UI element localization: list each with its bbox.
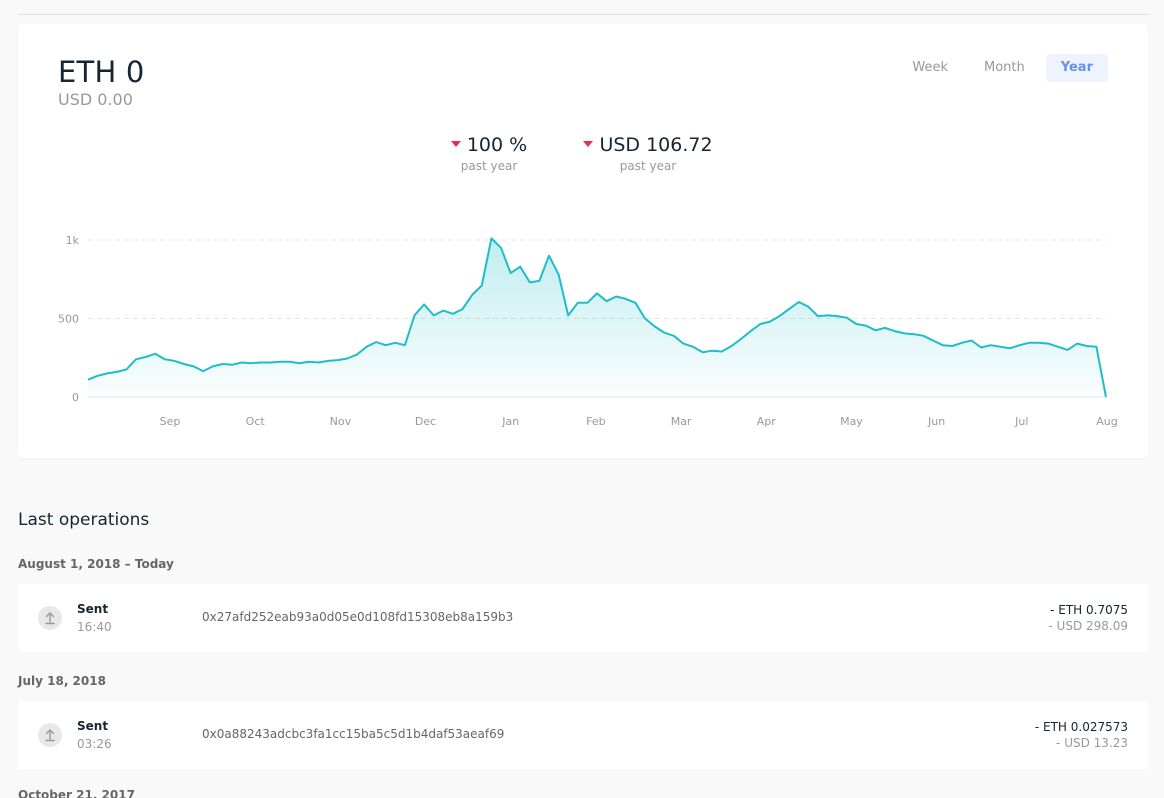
date-group-header: August 1, 2018 – Today [18,557,174,571]
chart-line [87,237,1107,398]
y-tick-label: 1k [66,234,80,247]
operation-row[interactable]: Sent 16:40 0x27afd252eab93a0d05e0d108fd1… [18,584,1148,652]
date-group-header: October 21, 2017 [18,788,135,798]
date-group-header: July 18, 2018 [18,674,106,688]
y-tick-label: 500 [58,313,79,326]
stat-percent: 100 % past year [439,132,539,174]
x-tick-label: Oct [246,415,266,428]
x-tick-label: Feb [586,415,605,428]
last-operations-title: Last operations [18,510,150,530]
balance-countervalue: USD 0.00 [58,90,133,109]
arrow-up-icon [38,606,62,630]
balance-amount: ETH 0 [58,55,145,89]
operation-hash: 0x27afd252eab93a0d05e0d108fd15308eb8a159… [202,610,514,624]
x-tick-label: Jul [1014,415,1028,428]
balance-summary: ETH 0 USD 0.00 [58,54,145,110]
operation-type: Sent [77,719,109,733]
stat-countervalue: USD 106.72 past year [573,132,723,174]
x-tick-label: Aug [1096,415,1117,428]
y-tick-label: 0 [72,391,79,404]
period-switch: Week Month Year [897,54,1108,82]
operation-amount: - ETH 0.7075 [1050,603,1128,617]
balance-chart[interactable]: 0 500 1k Sep Oct Nov Dec Jan Feb Mar Apr May Jun Jul… [18,24,1148,458]
x-tick-label: Sep [160,415,181,428]
stat-countervalue-value: USD 106.72 [599,134,713,156]
period-year-button[interactable]: Year [1045,54,1108,82]
caret-down-icon [450,140,461,147]
caret-down-icon [583,140,594,147]
operation-hash: 0x0a88243adcbc3fa1cc15ba5c5d1b4daf53aeaf… [202,727,505,741]
period-week-button[interactable]: Week [912,60,949,75]
x-tick-label: Nov [330,415,352,428]
x-tick-label: Mar [671,415,692,428]
balance-card: ETH 0 USD 0.00 Week Month Year 100 % pas… [18,24,1148,458]
top-divider [18,14,1148,15]
x-tick-label: Jun [927,415,945,428]
chart-area [88,238,1106,397]
stat-percent-label: past year [460,159,518,173]
x-tick-label: Dec [415,415,436,428]
x-tick-label: Jan [501,415,519,428]
operation-countervalue: - USD 298.09 [1048,619,1128,633]
period-month-button[interactable]: Month [984,60,1025,75]
operation-row[interactable]: Sent 03:26 0x0a88243adcbc3fa1cc15ba5c5d1… [18,701,1148,769]
operation-amount: - ETH 0.027573 [1034,720,1128,734]
operation-time: 03:26 [77,737,112,751]
x-tick-label: Apr [757,415,777,428]
arrow-up-icon [38,723,62,747]
operation-countervalue: - USD 13.23 [1056,736,1128,750]
x-tick-label: May [840,415,863,428]
stat-percent-value: 100 % [466,134,528,156]
stat-countervalue-label: past year [619,159,677,173]
operation-time: 16:40 [77,620,112,634]
operation-type: Sent [77,602,109,616]
